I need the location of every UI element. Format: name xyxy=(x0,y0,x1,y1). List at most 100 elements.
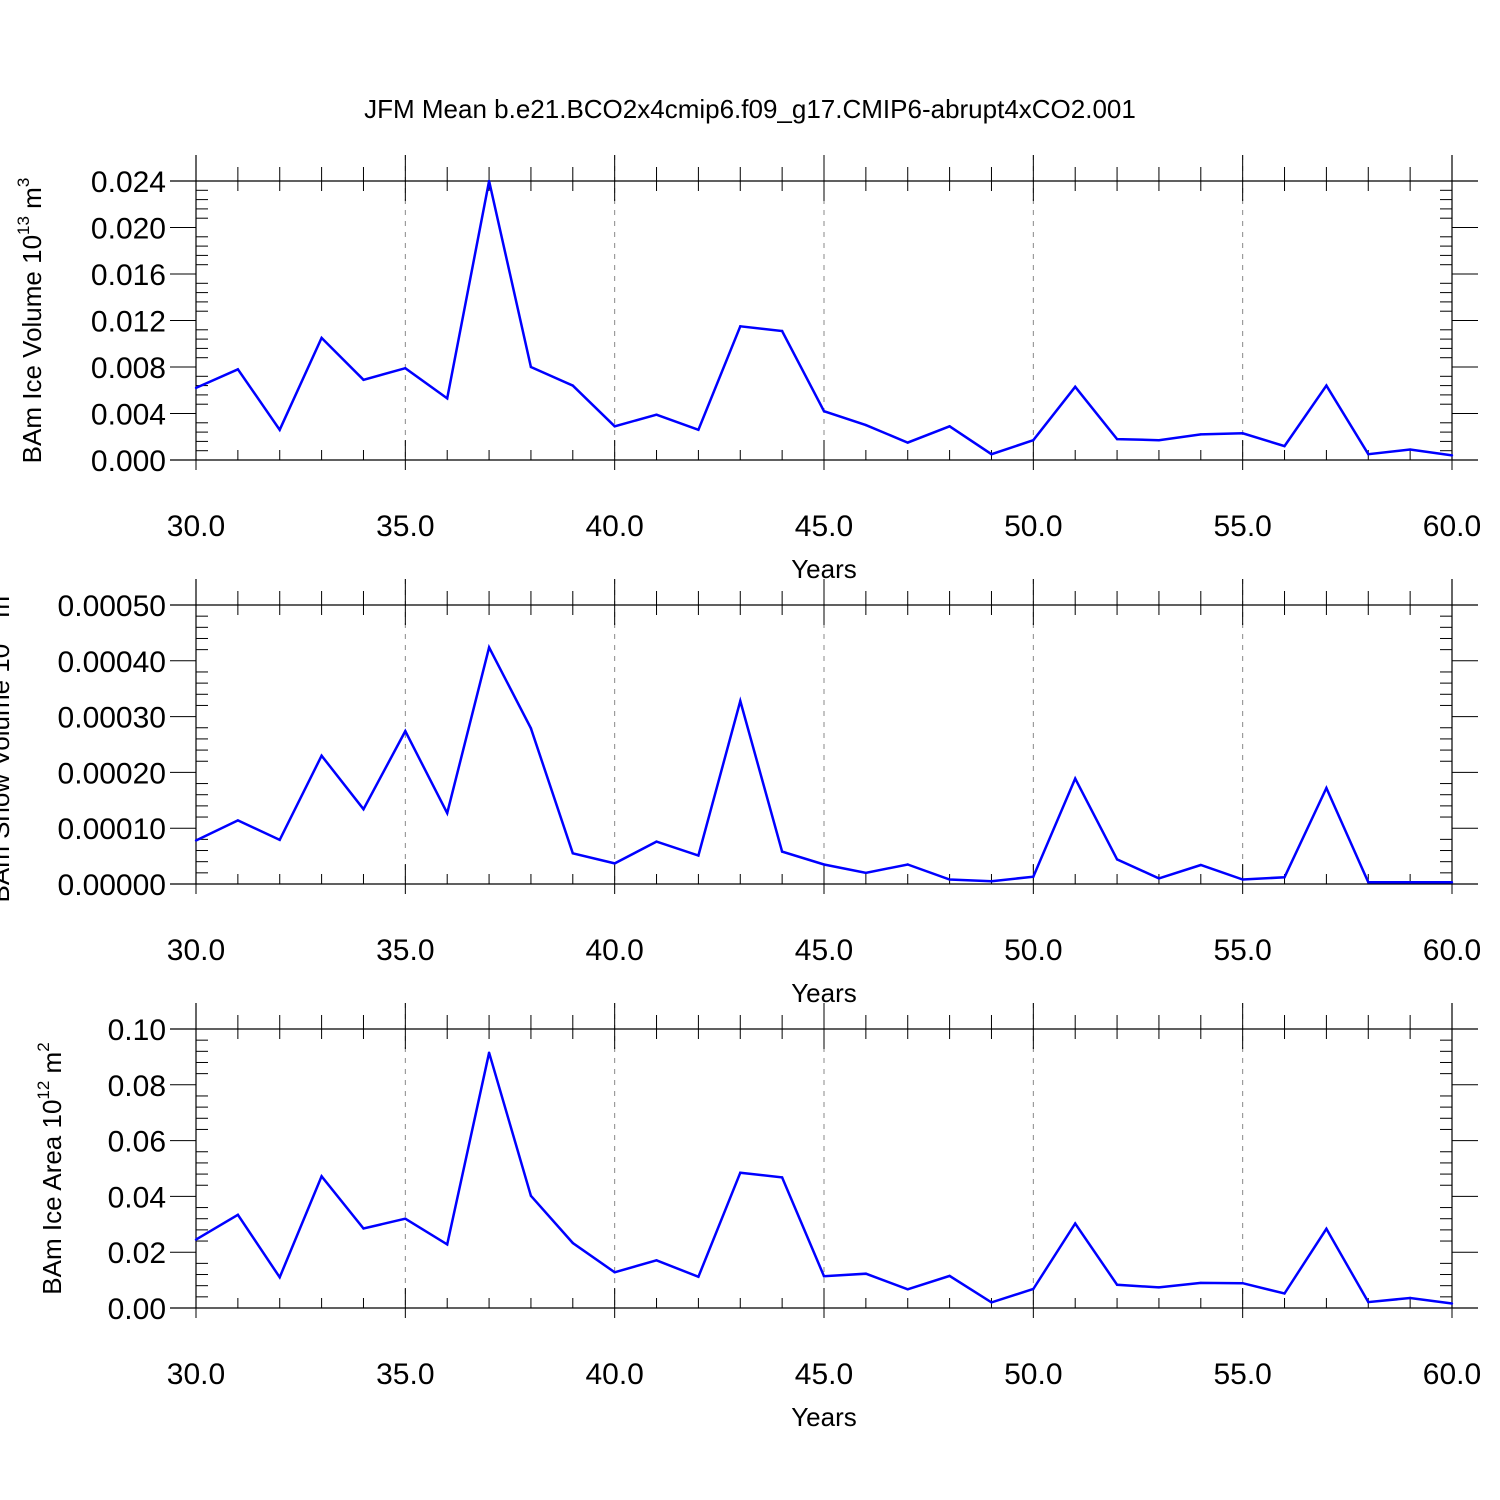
y-axis-label: BAm Snow Volume 1013 m3 xyxy=(0,587,15,903)
data-point xyxy=(571,852,574,855)
data-point xyxy=(1115,437,1119,441)
y-tick-label: 0.00020 xyxy=(58,757,166,790)
data-point xyxy=(822,1274,826,1278)
x-axis-label: Years xyxy=(791,1402,857,1432)
y-tick-label: 0.008 xyxy=(91,352,166,385)
data-point xyxy=(236,819,240,822)
y-tick-label: 0.00010 xyxy=(58,813,166,846)
x-tick-label: 45.0 xyxy=(795,934,853,967)
data-point xyxy=(320,336,323,340)
data-point xyxy=(990,880,993,883)
x-tick-label: 30.0 xyxy=(167,934,225,967)
data-point xyxy=(1115,1283,1119,1287)
chart-title: JFM Mean b.e21.BCO2x4cmip6.f09_g17.CMIP6… xyxy=(364,94,1136,124)
data-point xyxy=(906,441,909,444)
y-axis-label: BAm Ice Area 1012 m2 xyxy=(34,1042,67,1294)
y-tick-label: 0.02 xyxy=(108,1237,166,1270)
data-point xyxy=(194,1238,198,1241)
data-point xyxy=(1032,1287,1035,1291)
data-point xyxy=(697,1275,700,1278)
data-point xyxy=(1325,1227,1328,1230)
y-tick-label: 0.020 xyxy=(91,213,166,246)
x-tick-label: 60.0 xyxy=(1423,510,1481,543)
x-tick-label: 40.0 xyxy=(585,934,643,967)
data-point xyxy=(739,1171,742,1174)
data-point xyxy=(487,1051,491,1054)
data-point xyxy=(278,1276,281,1279)
data-point xyxy=(697,428,700,431)
data-point xyxy=(1450,1302,1454,1305)
y-tick-label: 0.004 xyxy=(91,399,166,432)
data-point xyxy=(194,386,198,390)
data-point xyxy=(906,863,909,866)
data-point xyxy=(320,1175,323,1178)
data-point xyxy=(1325,384,1328,387)
data-point xyxy=(1074,1222,1077,1225)
x-tick-label: 35.0 xyxy=(376,1358,434,1391)
panel-3: 0.00 0.02 0.04 0.06 0.08 0.10 30.0 35.0 40.0 45.0… xyxy=(34,1003,1481,1432)
data-point xyxy=(1241,1281,1244,1285)
x-tick-label: 50.0 xyxy=(1004,934,1062,967)
data-point xyxy=(1074,777,1077,780)
data-point xyxy=(1241,432,1244,435)
data-point xyxy=(1074,385,1077,388)
data-point xyxy=(1199,433,1203,436)
x-tick-label: 40.0 xyxy=(585,510,643,543)
data-point xyxy=(1408,448,1412,451)
data-point xyxy=(613,862,616,865)
data-point xyxy=(1199,863,1203,867)
data-point xyxy=(1199,1281,1203,1285)
y-tick-label: 0.08 xyxy=(108,1070,166,1103)
data-point xyxy=(655,413,658,416)
data-point xyxy=(278,838,281,842)
data-point xyxy=(404,729,407,733)
y-tick-label: 0.016 xyxy=(91,259,166,292)
data-point xyxy=(1408,1296,1412,1300)
y-tick-label: 0.024 xyxy=(91,166,166,199)
data-point xyxy=(948,425,951,428)
x-tick-label: 55.0 xyxy=(1213,510,1271,543)
data-point xyxy=(1325,786,1328,790)
y-axis-label: BAm Ice Volume 1013 m3 xyxy=(14,178,47,464)
data-point xyxy=(948,1274,951,1278)
data-point xyxy=(1032,875,1035,878)
data-point xyxy=(571,1241,574,1245)
data-point xyxy=(404,366,407,370)
data-point xyxy=(655,1259,658,1262)
data-point xyxy=(780,850,784,853)
data-point xyxy=(446,397,449,400)
x-tick-label: 35.0 xyxy=(376,510,434,543)
data-point xyxy=(613,1271,616,1274)
data-point xyxy=(1408,881,1412,884)
data-point xyxy=(1283,876,1286,879)
chart-panels: 0.000 0.004 0.008 0.012 0.016 0.020 0.024 30.0 3… xyxy=(0,155,1481,1432)
data-point xyxy=(362,808,365,811)
data-point xyxy=(948,878,951,881)
series-line-3 xyxy=(195,1052,1453,1305)
data-point xyxy=(236,368,240,371)
data-point xyxy=(487,179,491,183)
y-tick-label: 0.00000 xyxy=(58,869,166,902)
data-point xyxy=(739,699,742,703)
x-tick-label: 50.0 xyxy=(1004,510,1062,543)
x-tick-label: 45.0 xyxy=(795,1358,853,1391)
x-tick-label: 55.0 xyxy=(1213,1358,1271,1391)
data-point xyxy=(194,839,198,842)
y-tick-label: 0.06 xyxy=(108,1126,166,1159)
x-tick-label: 45.0 xyxy=(795,510,853,543)
data-point xyxy=(1115,858,1119,861)
data-point xyxy=(822,863,826,866)
data-point xyxy=(739,325,742,328)
x-tick-label: 50.0 xyxy=(1004,1358,1062,1391)
data-point xyxy=(1157,1286,1161,1289)
panel-2: 0.00000 0.00010 0.00020 0.00030 0.00040 0.000… xyxy=(0,579,1481,1008)
data-point xyxy=(864,423,868,427)
data-point xyxy=(864,1272,868,1275)
data-point xyxy=(906,1288,909,1291)
data-point xyxy=(1032,439,1035,442)
data-point xyxy=(1157,877,1161,880)
data-point xyxy=(1283,1292,1286,1295)
data-point xyxy=(487,646,491,649)
y-tick-label: 0.10 xyxy=(108,1014,166,1047)
